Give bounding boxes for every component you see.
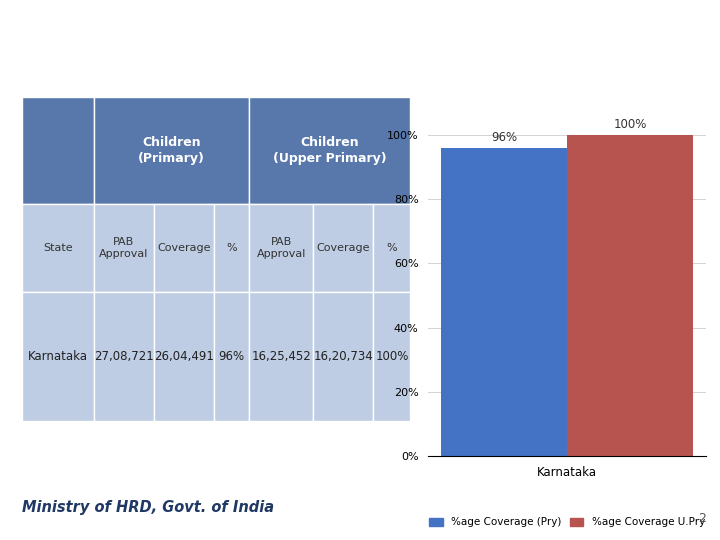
Text: 16,25,452: 16,25,452 [251,350,311,363]
Bar [567,134,693,456]
Text: 96%: 96% [491,131,517,144]
Text: Coverage of Children (Primary & U. Primary): Coverage of Children (Primary & U. Prima… [81,22,639,42]
Bar [249,292,313,421]
Legend: %age Coverage (Pry), %age Coverage U.Pry: %age Coverage (Pry), %age Coverage U.Pry [425,514,709,531]
Text: Children
(Primary): Children (Primary) [138,136,204,165]
Bar [22,292,94,421]
Bar [22,204,94,292]
Text: 96%: 96% [218,350,245,363]
Bar [313,204,374,292]
Text: Children
(Upper Primary): Children (Upper Primary) [273,136,387,165]
Text: 26,04,491: 26,04,491 [154,350,214,363]
Text: 16,20,734: 16,20,734 [313,350,373,363]
Bar [214,292,249,421]
Text: 100%: 100% [375,350,409,363]
Text: PAB
Approval: PAB Approval [99,237,148,259]
Bar [94,97,249,204]
Bar [313,292,374,421]
Text: %: % [226,243,237,253]
Bar [374,292,410,421]
Text: 2: 2 [698,512,706,525]
Text: PAB
Approval: PAB Approval [256,237,306,259]
Bar [374,204,410,292]
Bar [214,204,249,292]
Bar [249,204,313,292]
Bar [441,147,567,456]
Text: Ministry of HRD, Govt. of India: Ministry of HRD, Govt. of India [22,500,274,515]
Bar [94,292,154,421]
Bar [154,204,214,292]
Text: State: State [42,243,73,253]
Text: Coverage: Coverage [157,243,211,253]
Text: Coverage: Coverage [317,243,370,253]
Text: 100%: 100% [613,118,647,131]
Bar [22,97,94,204]
Text: 27,08,721: 27,08,721 [94,350,153,363]
Text: %: % [387,243,397,253]
Bar [94,204,154,292]
Bar [249,97,410,204]
Text: Karnataka: Karnataka [27,350,88,363]
Bar [154,292,214,421]
